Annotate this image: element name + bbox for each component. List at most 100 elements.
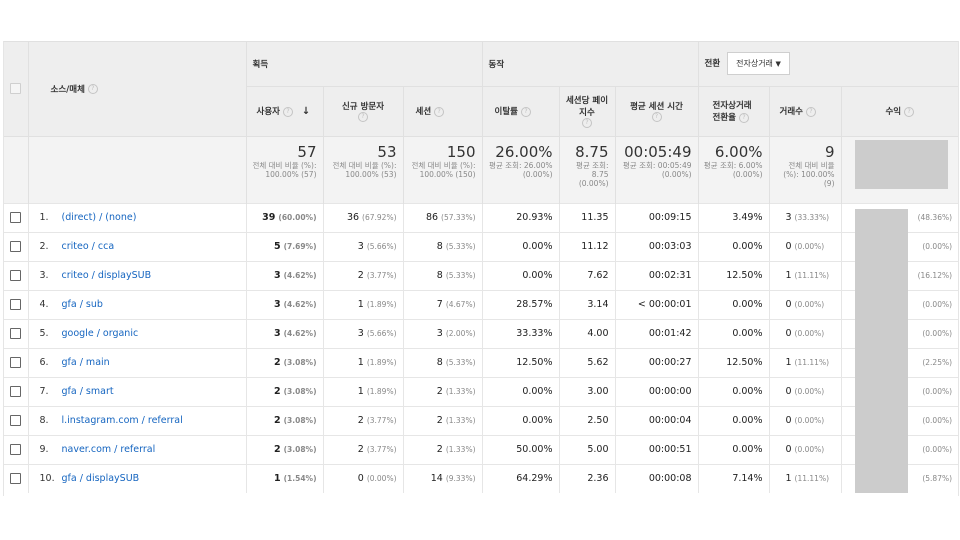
new-users-pct: (1.89%) xyxy=(366,300,397,309)
source-medium-link[interactable]: l.instagram.com / referral xyxy=(61,415,183,426)
col-revenue-label: 수익 xyxy=(885,107,902,117)
new-users-pct: (1.89%) xyxy=(366,358,397,367)
help-icon[interactable]: ? xyxy=(358,111,368,122)
revenue-pct: (0.00%) xyxy=(922,242,953,251)
row-checkbox[interactable] xyxy=(10,241,22,252)
row-checkbox[interactable] xyxy=(10,328,22,339)
row-checkbox-cell xyxy=(4,202,29,232)
sessions-pct: (2.00%) xyxy=(445,329,476,338)
new-users-value: 2 xyxy=(357,270,364,281)
users-pct: (60.00%) xyxy=(278,213,317,222)
sort-desc-icon[interactable]: ↓ xyxy=(301,106,311,117)
conv-rate-cell: 0.00% xyxy=(698,318,770,348)
help-icon[interactable]: ? xyxy=(520,106,531,117)
revenue-pct: (0.00%) xyxy=(922,416,953,425)
transactions-pct: (0.00%) xyxy=(794,416,825,425)
total-transactions: 9 전체 대비 비율(%): 100.00% (9) xyxy=(769,135,842,203)
source-medium-link[interactable]: gfa / displaySUB xyxy=(61,473,140,485)
row-checkbox[interactable] xyxy=(10,212,22,223)
pps-cell: 3.00 xyxy=(559,376,616,406)
users-pct: (7.69%) xyxy=(283,242,317,251)
row-index: 5. xyxy=(39,328,49,339)
col-sessions[interactable]: 세션 ? xyxy=(403,85,483,136)
source-cell: 9. naver.com / referral xyxy=(28,434,247,464)
transactions-pct: (0.00%) xyxy=(794,387,825,396)
source-cell: 10. gfa / displaySUB xyxy=(28,463,247,493)
bounce-cell: 50.00% xyxy=(482,434,560,464)
help-icon[interactable]: ? xyxy=(904,106,915,117)
help-icon[interactable]: ? xyxy=(582,117,592,128)
sessions-cell: 8 (5.33%) xyxy=(403,347,483,377)
duration-cell: 00:00:04 xyxy=(615,405,699,435)
transactions-pct: (33.33%) xyxy=(794,213,829,222)
col-bounce[interactable]: 이탈률 ? xyxy=(482,85,560,136)
revenue-pct: (2.25%) xyxy=(922,358,953,367)
source-cell: 1. (direct) / (none) xyxy=(28,202,247,232)
users-cell: 39 (60.00%) xyxy=(246,202,324,232)
sessions-cell: 2 (1.33%) xyxy=(403,434,483,464)
sessions-cell: 8 (5.33%) xyxy=(403,231,483,261)
row-checkbox-cell xyxy=(4,289,29,319)
source-medium-link[interactable]: gfa / main xyxy=(61,357,110,368)
col-conv-rate[interactable]: 전자상거래 전환율 ? xyxy=(698,85,770,136)
row-checkbox[interactable] xyxy=(10,473,22,485)
help-icon[interactable]: ? xyxy=(805,106,816,117)
row-checkbox[interactable] xyxy=(10,299,22,310)
total-pps: 8.75 평균 조회: 8.75 (0.00%) xyxy=(559,135,616,203)
source-cell: 6. gfa / main xyxy=(28,347,247,377)
row-checkbox[interactable] xyxy=(10,444,22,455)
group-behavior: 동작 xyxy=(482,42,699,86)
sessions-pct: (1.33%) xyxy=(445,445,476,454)
col-pps-label: 세션당 페이지수 xyxy=(565,95,609,118)
conversion-dropdown[interactable]: 전자상거래 ▼ xyxy=(727,52,790,76)
col-users[interactable]: 사용자 ? ↓ xyxy=(246,85,324,136)
sessions-pct: (5.33%) xyxy=(445,242,476,251)
help-icon[interactable]: ? xyxy=(434,106,445,117)
transactions-value: 0 xyxy=(785,299,792,310)
revenue-pct: (5.87%) xyxy=(922,474,953,484)
transactions-pct: (0.00%) xyxy=(794,445,825,454)
conv-rate-cell: 0.00% xyxy=(698,405,770,435)
select-all-checkbox[interactable] xyxy=(10,83,22,95)
dropdown-arrow-icon: ▼ xyxy=(775,60,781,69)
new-users-cell: 3 (5.66%) xyxy=(323,318,404,348)
new-users-value: 0 xyxy=(357,473,364,485)
row-checkbox[interactable] xyxy=(10,357,22,368)
col-pages-per-session[interactable]: 세션당 페이지수? xyxy=(559,85,616,136)
revenue-pct: (16.12%) xyxy=(917,271,953,280)
transactions-pct: (11.11%) xyxy=(794,358,829,367)
source-medium-link[interactable]: criteo / displaySUB xyxy=(61,270,152,281)
row-checkbox[interactable] xyxy=(10,270,22,281)
help-icon[interactable]: ? xyxy=(282,106,293,117)
duration-cell: < 00:00:01 xyxy=(615,289,699,319)
row-checkbox[interactable] xyxy=(10,415,22,426)
new-users-value: 3 xyxy=(357,241,364,252)
new-users-value: 1 xyxy=(357,299,364,310)
total-bounce-value: 26.00% xyxy=(495,142,553,161)
source-medium-header[interactable]: 소스/매체 ? xyxy=(28,42,247,136)
col-avg-duration[interactable]: 평균 세션 시간? xyxy=(615,85,699,136)
source-medium-link[interactable]: naver.com / referral xyxy=(61,444,156,455)
new-users-pct: (3.77%) xyxy=(366,271,397,280)
source-medium-link[interactable]: gfa / smart xyxy=(61,386,114,397)
source-medium-link[interactable]: (direct) / (none) xyxy=(61,212,137,223)
sessions-value: 3 xyxy=(436,328,443,339)
help-icon[interactable]: ? xyxy=(651,111,662,122)
help-icon[interactable]: ? xyxy=(87,84,98,95)
col-new-users[interactable]: 신규 방문자? xyxy=(323,85,404,136)
total-conv-value: 6.00% xyxy=(714,142,763,161)
transactions-cell: 0 (0.00%) xyxy=(769,434,842,464)
row-checkbox[interactable] xyxy=(10,386,22,397)
source-medium-link[interactable]: criteo / cca xyxy=(61,241,115,252)
users-value: 2 xyxy=(274,444,281,455)
table-row: 5. google / organic 3 (4.62%) 3 (5.66%) 3 (2.00… xyxy=(4,318,959,348)
source-medium-link[interactable]: gfa / sub xyxy=(61,299,103,310)
col-bounce-label: 이탈률 xyxy=(494,107,518,117)
source-medium-link[interactable]: google / organic xyxy=(61,328,139,339)
col-revenue[interactable]: 수익 ? xyxy=(841,85,959,136)
bounce-cell: 0.00% xyxy=(482,405,560,435)
conv-rate-cell: 0.00% xyxy=(698,231,770,261)
help-icon[interactable]: ? xyxy=(738,112,749,123)
new-users-pct: (0.00%) xyxy=(366,474,397,484)
col-transactions[interactable]: 거래수 ? xyxy=(769,85,842,136)
